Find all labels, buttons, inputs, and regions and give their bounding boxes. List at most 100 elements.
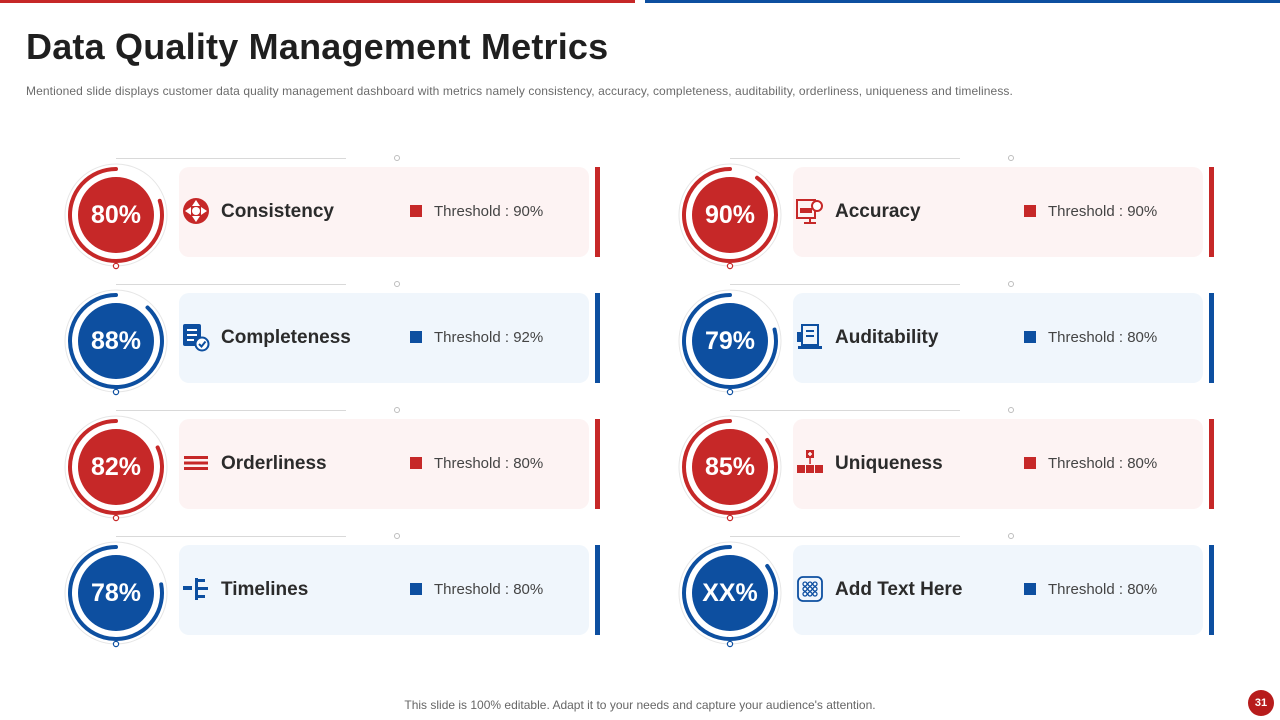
progress-ring: 80%	[64, 158, 168, 270]
connector-dot	[394, 407, 400, 413]
metric-accuracy: 90% Accuracy Threshold : 90%	[678, 155, 1223, 270]
presentation-icon	[795, 196, 825, 226]
metric-label: Timelines	[221, 579, 309, 600]
metric-value: 78%	[78, 555, 154, 631]
metric-value: 79%	[692, 303, 768, 379]
metric-label: Completeness	[221, 327, 351, 348]
metric-completeness: 88% Completeness Threshold : 92%	[64, 281, 609, 396]
threshold-square-icon	[1024, 583, 1036, 595]
metric-add-text: XX% Add Text Here Threshold : 80%	[678, 533, 1223, 648]
metric-label: Accuracy	[835, 201, 921, 222]
ring-progress-arc	[68, 545, 164, 641]
bars-icon	[181, 448, 211, 478]
metric-side-bar	[1209, 419, 1214, 509]
progress-ring: 85%	[678, 410, 782, 522]
metric-timelines: 78% Timelines Threshold : 80%	[64, 533, 609, 648]
metric-card	[793, 545, 1203, 635]
keypad-icon	[795, 574, 825, 604]
connector-dot	[1008, 155, 1014, 161]
metric-uniqueness: 85% Uniqueness Threshold : 80%	[678, 407, 1223, 522]
connector-line	[116, 407, 400, 413]
connector-dot	[1008, 533, 1014, 539]
threshold-text: Threshold : 80%	[1048, 581, 1158, 598]
page-subtitle: Mentioned slide displays customer data q…	[26, 84, 1013, 98]
ring-bottom-dot	[112, 514, 120, 522]
threshold-text: Threshold : 90%	[434, 203, 544, 220]
metric-card	[179, 419, 589, 509]
metric-side-bar	[595, 545, 600, 635]
metric-consistency: 80% Consistency Threshold : 90%	[64, 155, 609, 270]
threshold-square-icon	[1024, 331, 1036, 343]
checklist-icon	[181, 322, 211, 352]
top-accent-red	[0, 0, 635, 3]
threshold-text: Threshold : 80%	[434, 581, 544, 598]
progress-ring: 90%	[678, 158, 782, 270]
progress-ring: XX%	[678, 536, 782, 648]
connector-line	[730, 155, 1014, 161]
ring-progress-arc	[682, 545, 778, 641]
threshold-text: Threshold : 92%	[434, 329, 544, 346]
metric-card	[179, 167, 589, 257]
connector-line	[730, 281, 1014, 287]
metric-card	[179, 293, 589, 383]
connector-dot	[1008, 281, 1014, 287]
metric-label: Uniqueness	[835, 453, 943, 474]
threshold-square-icon	[410, 331, 422, 343]
threshold-square-icon	[410, 583, 422, 595]
page-number-badge: 31	[1248, 690, 1274, 716]
metric-side-bar	[1209, 545, 1214, 635]
metric-value: 80%	[78, 177, 154, 253]
metric-orderliness: 82% Orderliness Threshold : 80%	[64, 407, 609, 522]
metric-card	[179, 545, 589, 635]
connector-dot	[1008, 407, 1014, 413]
ring-progress-arc	[681, 167, 778, 263]
connector-dot	[394, 155, 400, 161]
progress-ring: 82%	[64, 410, 168, 522]
ring-bottom-dot	[726, 388, 734, 396]
connector-line	[116, 155, 400, 161]
threshold-text: Threshold : 80%	[1048, 329, 1158, 346]
top-accent-blue	[645, 0, 1280, 3]
tree-icon	[181, 574, 211, 604]
threshold-square-icon	[410, 457, 422, 469]
metric-label: Orderliness	[221, 453, 327, 474]
connector-line	[730, 533, 1014, 539]
progress-ring: 78%	[64, 536, 168, 648]
threshold-text: Threshold : 90%	[1048, 203, 1158, 220]
hierarchy-icon	[795, 448, 825, 478]
metric-side-bar	[1209, 167, 1214, 257]
connector-line	[116, 281, 400, 287]
metric-card	[793, 167, 1203, 257]
metric-label: Add Text Here	[835, 579, 963, 600]
threshold-text: Threshold : 80%	[1048, 455, 1158, 472]
threshold-square-icon	[410, 205, 422, 217]
ring-progress-arc	[68, 419, 164, 515]
connector-line	[116, 533, 400, 539]
connector-dot	[394, 533, 400, 539]
metric-value: 82%	[78, 429, 154, 505]
metric-side-bar	[595, 293, 600, 383]
consistency-icon	[181, 196, 211, 226]
metric-side-bar	[595, 419, 600, 509]
connector-dot	[394, 281, 400, 287]
ring-bottom-dot	[726, 640, 734, 648]
metric-auditability: 79% Auditability Threshold : 80%	[678, 281, 1223, 396]
metric-value: 90%	[692, 177, 768, 253]
ring-progress-arc	[68, 167, 164, 263]
metric-card	[793, 419, 1203, 509]
progress-ring: 88%	[64, 284, 168, 396]
metric-label: Auditability	[835, 327, 939, 348]
threshold-text: Threshold : 80%	[434, 455, 544, 472]
connector-line	[730, 407, 1014, 413]
metric-side-bar	[1209, 293, 1214, 383]
page-title: Data Quality Management Metrics	[26, 26, 609, 67]
ring-bottom-dot	[726, 514, 734, 522]
metric-value: 88%	[78, 303, 154, 379]
metric-label: Consistency	[221, 201, 334, 222]
threshold-square-icon	[1024, 457, 1036, 469]
ring-progress-arc	[682, 419, 778, 515]
metric-value: 85%	[692, 429, 768, 505]
metric-side-bar	[595, 167, 600, 257]
ring-progress-arc	[68, 293, 164, 389]
audit-icon	[795, 322, 825, 352]
